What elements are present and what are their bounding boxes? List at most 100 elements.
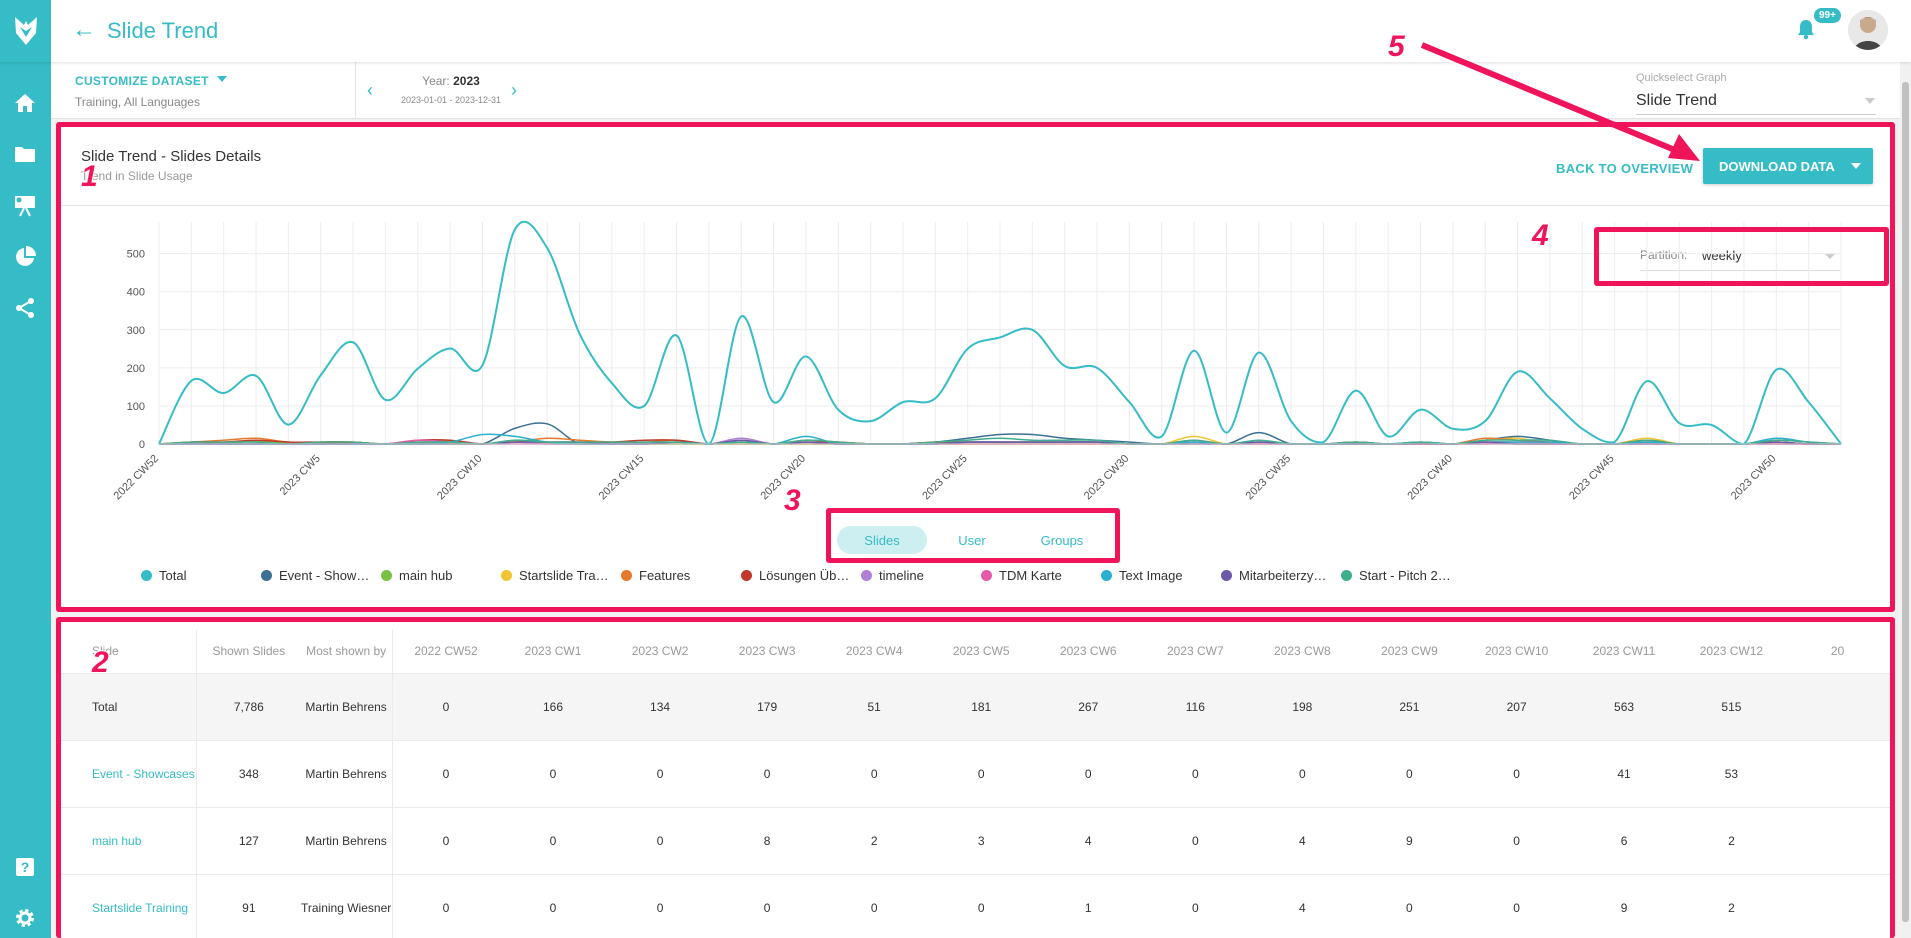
column-header[interactable]: 2023 CW10 <box>1484 644 1549 659</box>
page-scrollbar[interactable] <box>1900 62 1911 938</box>
series-line-10 <box>158 437 1842 445</box>
back-to-overview-button[interactable]: BACK TO OVERVIEW <box>1556 161 1694 176</box>
toggle-slides[interactable]: Slides <box>837 526 927 554</box>
y-tick-label: 200 <box>127 363 145 375</box>
legend-item[interactable]: Total <box>141 568 186 583</box>
legend-item[interactable]: Startslide Tra… <box>501 568 609 583</box>
column-header[interactable]: 2023 CW4 <box>845 644 903 659</box>
table-cell: Martin Behrens <box>300 672 393 740</box>
table-row: Event - Showcases 348 Martin Behrens 0 0 0 0 0 0… <box>61 739 1890 807</box>
download-data-button[interactable]: DOWNLOAD DATA <box>1703 148 1873 184</box>
back-arrow-icon[interactable]: ← <box>72 16 96 43</box>
column-header[interactable]: 2023 CW8 <box>1274 644 1331 659</box>
column-header[interactable]: 2023 CW11 <box>1592 644 1656 659</box>
pie-chart-icon[interactable] <box>12 244 38 270</box>
table-cell[interactable]: Startslide Training <box>61 873 197 938</box>
legend-label: Event - Show… <box>279 568 370 583</box>
card-subtitle: Trend in Slide Usage <box>81 169 193 183</box>
legend-item[interactable]: Start - Pitch 2… <box>1341 568 1451 583</box>
table-cell: 4 <box>1248 806 1356 874</box>
download-data-label: DOWNLOAD DATA <box>1719 158 1835 174</box>
partition-label: Partition: <box>1640 248 1688 262</box>
legend-item[interactable]: main hub <box>381 568 452 583</box>
table-cell: 0 <box>499 806 607 874</box>
table-cell: 166 <box>499 672 607 740</box>
partition-caret-icon[interactable] <box>1825 254 1835 259</box>
next-year-chevron-icon[interactable]: › <box>511 80 517 100</box>
presentation-icon[interactable] <box>12 193 38 219</box>
legend-item[interactable]: Mitarbeiterzy… <box>1221 568 1326 583</box>
legend-label: Features <box>639 568 691 583</box>
annotation-box-table <box>56 617 1895 938</box>
app-logo[interactable] <box>0 0 51 62</box>
column-header[interactable]: 2023 CW9 <box>1381 644 1438 659</box>
table-cell[interactable]: main hub <box>61 806 197 874</box>
annotation-number-1: 1 <box>81 160 98 193</box>
table-cell <box>1785 806 1890 874</box>
legend-dot <box>501 570 512 581</box>
column-header[interactable]: Slide <box>61 630 197 673</box>
table-cell: 9 <box>1355 806 1463 874</box>
settings-gear-icon[interactable] <box>12 905 38 931</box>
column-header[interactable]: Shown Slides <box>212 644 286 659</box>
legend-item[interactable]: Text Image <box>1101 568 1183 583</box>
column-header[interactable]: 2022 CW52 <box>414 644 478 659</box>
table-cell[interactable]: Event - Showcases <box>61 739 197 807</box>
year-label-text: Year: <box>422 74 450 88</box>
folder-icon[interactable] <box>12 141 38 167</box>
help-icon[interactable]: ? <box>12 854 38 880</box>
y-tick-label: 300 <box>127 325 145 337</box>
previous-year-chevron-icon[interactable]: ‹ <box>367 80 373 100</box>
column-header[interactable]: 2023 CW6 <box>1059 644 1117 659</box>
quickselect-select[interactable]: Slide Trend <box>1636 92 1717 109</box>
sidebar: ? <box>0 62 51 938</box>
column-header[interactable]: 2023 CW1 <box>524 644 582 659</box>
table-cell: 3 <box>927 806 1035 874</box>
table-cell: 181 <box>927 672 1035 740</box>
column-header[interactable]: 2023 CW12 <box>1699 644 1764 659</box>
column-header[interactable]: 2023 CW5 <box>952 644 1010 659</box>
legend-dot <box>261 570 272 581</box>
legend-item[interactable]: Features <box>621 568 690 583</box>
column-header[interactable]: 2023 CW2 <box>631 644 689 659</box>
legend-item[interactable]: Event - Show… <box>261 568 369 583</box>
legend-dot <box>141 570 152 581</box>
table-cell: 91 <box>196 873 301 938</box>
home-icon[interactable] <box>12 90 38 116</box>
user-avatar[interactable] <box>1848 10 1888 50</box>
legend-item[interactable]: timeline <box>861 568 924 583</box>
view-toggle: Slides User Groups <box>837 523 1127 557</box>
notifications-bell-icon[interactable] <box>1796 18 1816 45</box>
customize-dataset-button[interactable]: CUSTOMIZE DATASET <box>75 74 209 88</box>
column-header[interactable]: 20 <box>1830 644 1845 659</box>
table-cell: 0 <box>927 739 1035 807</box>
table-cell: 0 <box>927 873 1035 938</box>
column-header[interactable]: 2023 CW3 <box>738 644 796 659</box>
page-title: Slide Trend <box>107 18 219 43</box>
column-header[interactable]: Most shown by <box>300 630 393 673</box>
table-cell: 0 <box>1248 739 1356 807</box>
column-header[interactable]: 2023 CW7 <box>1166 644 1224 659</box>
caret-down-icon[interactable] <box>217 76 227 82</box>
table-cell: 0 <box>1355 873 1463 938</box>
table-cell: 251 <box>1355 672 1463 740</box>
y-tick-label: 400 <box>127 287 145 299</box>
table-cell: 127 <box>196 806 301 874</box>
fox-logo-icon <box>14 17 37 45</box>
toggle-user[interactable]: User <box>958 532 986 548</box>
top-bar: ← Slide Trend 99+ <box>0 0 1911 62</box>
share-icon[interactable] <box>12 295 38 321</box>
data-table-card: Slide Shown Slides Most shown by 2022 CW… <box>61 622 1890 938</box>
toggle-groups[interactable]: Groups <box>1040 532 1084 548</box>
legend-item[interactable]: Lösungen Üb… <box>741 568 849 583</box>
caret-down-icon[interactable] <box>1851 163 1861 169</box>
y-tick-label: 500 <box>127 249 145 261</box>
legend-item[interactable]: TDM Karte <box>981 568 1062 583</box>
table-cell: 0 <box>1462 806 1571 874</box>
table-body: Total 7,786 Martin Behrens 0 166 134 179 51 181 2… <box>61 672 1890 938</box>
quickselect-caret-icon[interactable] <box>1865 98 1875 104</box>
y-tick-label: 100 <box>127 401 145 413</box>
series-line-0 <box>158 220 1842 446</box>
table-cell: Training Wiesner <box>300 873 393 938</box>
scrollbar-thumb[interactable] <box>1902 82 1909 922</box>
